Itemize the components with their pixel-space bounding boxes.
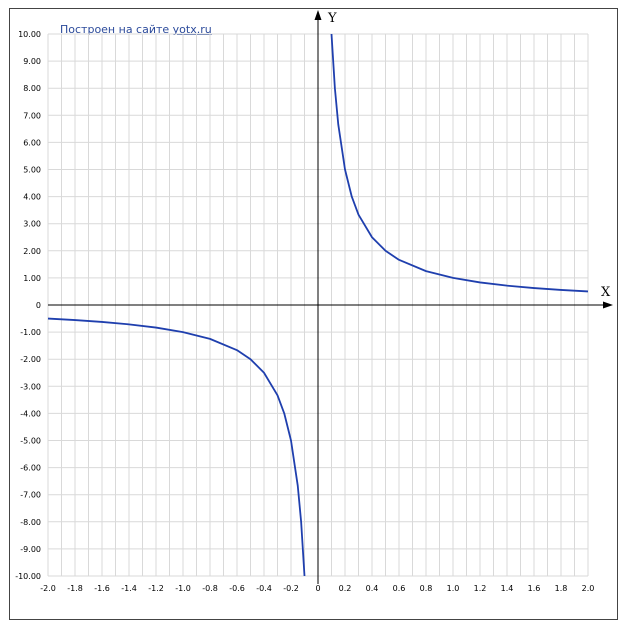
y-tick-label: 10.00 bbox=[18, 30, 41, 39]
y-tick-label: 9.00 bbox=[23, 57, 41, 66]
x-tick-label: -2.0 bbox=[40, 584, 56, 593]
y-tick-labels: 10.00 9.00 8.00 7.00 6.00 5.00 4.00 3.00 2.00 1.0… bbox=[15, 30, 41, 581]
x-tick-label: -1.8 bbox=[67, 584, 83, 593]
x-axis-arrow bbox=[603, 301, 613, 309]
y-tick-label: -3.00 bbox=[20, 382, 41, 391]
credit-label: Построен на сайте bbox=[60, 23, 173, 36]
x-axis-label: X bbox=[601, 285, 611, 300]
curves bbox=[47, 33, 589, 577]
x-tick-label: 0.2 bbox=[339, 584, 352, 593]
y-tick-label: -5.00 bbox=[20, 437, 41, 446]
x-tick-label: 1.0 bbox=[447, 584, 460, 593]
y-tick-label: 5.00 bbox=[23, 166, 41, 175]
y-tick-label: 7.00 bbox=[23, 111, 41, 120]
y-axis-arrow bbox=[314, 10, 322, 20]
y-tick-label: 2.00 bbox=[23, 247, 41, 256]
x-tick-label: 1.8 bbox=[555, 584, 568, 593]
y-tick-label: -10.00 bbox=[15, 572, 41, 581]
x-tick-label: 2.0 bbox=[582, 584, 595, 593]
y-tick-label: -4.00 bbox=[20, 409, 41, 418]
x-tick-label: 1.6 bbox=[528, 584, 541, 593]
x-tick-label: -1.4 bbox=[121, 584, 137, 593]
credit-text: Построен на сайте yotx.ru bbox=[60, 23, 212, 36]
x-tick-label: 1.4 bbox=[501, 584, 514, 593]
y-tick-label: 4.00 bbox=[23, 193, 41, 202]
y-tick-label: 8.00 bbox=[23, 84, 41, 93]
x-tick-label: 0 bbox=[315, 584, 320, 593]
x-tick-label: 1.2 bbox=[474, 584, 487, 593]
x-tick-label: -0.2 bbox=[283, 584, 299, 593]
x-tick-label: -1.2 bbox=[148, 584, 164, 593]
y-tick-label: 1.00 bbox=[23, 274, 41, 283]
y-tick-label: 0 bbox=[36, 301, 41, 310]
curve-branch-2 bbox=[330, 33, 589, 293]
y-tick-label: -9.00 bbox=[20, 545, 41, 554]
x-tick-label: -1.0 bbox=[175, 584, 191, 593]
y-tick-label: 6.00 bbox=[23, 138, 41, 147]
chart-frame: Построен на сайте yotx.ru bbox=[9, 8, 618, 620]
y-tick-label: -2.00 bbox=[20, 355, 41, 364]
y-tick-label: 3.00 bbox=[23, 220, 41, 229]
x-tick-labels: -2.0 -1.8 -1.6 -1.4 -1.2 -1.0 -0.8 -0.6 -0.4 -0.2… bbox=[40, 584, 594, 593]
axes bbox=[48, 10, 613, 584]
x-tick-label: 0.8 bbox=[420, 584, 433, 593]
x-tick-label: -0.6 bbox=[229, 584, 245, 593]
x-tick-label: -0.4 bbox=[256, 584, 272, 593]
x-tick-label: 0.6 bbox=[393, 584, 406, 593]
y-tick-label: -7.00 bbox=[20, 491, 41, 500]
y-axis-label: Y bbox=[327, 11, 337, 26]
x-tick-label: 0.4 bbox=[366, 584, 379, 593]
x-tick-label: -1.6 bbox=[94, 584, 110, 593]
y-tick-label: -6.00 bbox=[20, 464, 41, 473]
credit-link[interactable]: yotx.ru bbox=[172, 23, 212, 36]
y-tick-label: -8.00 bbox=[20, 518, 41, 527]
curve-branch-1 bbox=[47, 317, 306, 577]
x-tick-label: -0.8 bbox=[202, 584, 218, 593]
y-tick-label: -1.00 bbox=[20, 328, 41, 337]
